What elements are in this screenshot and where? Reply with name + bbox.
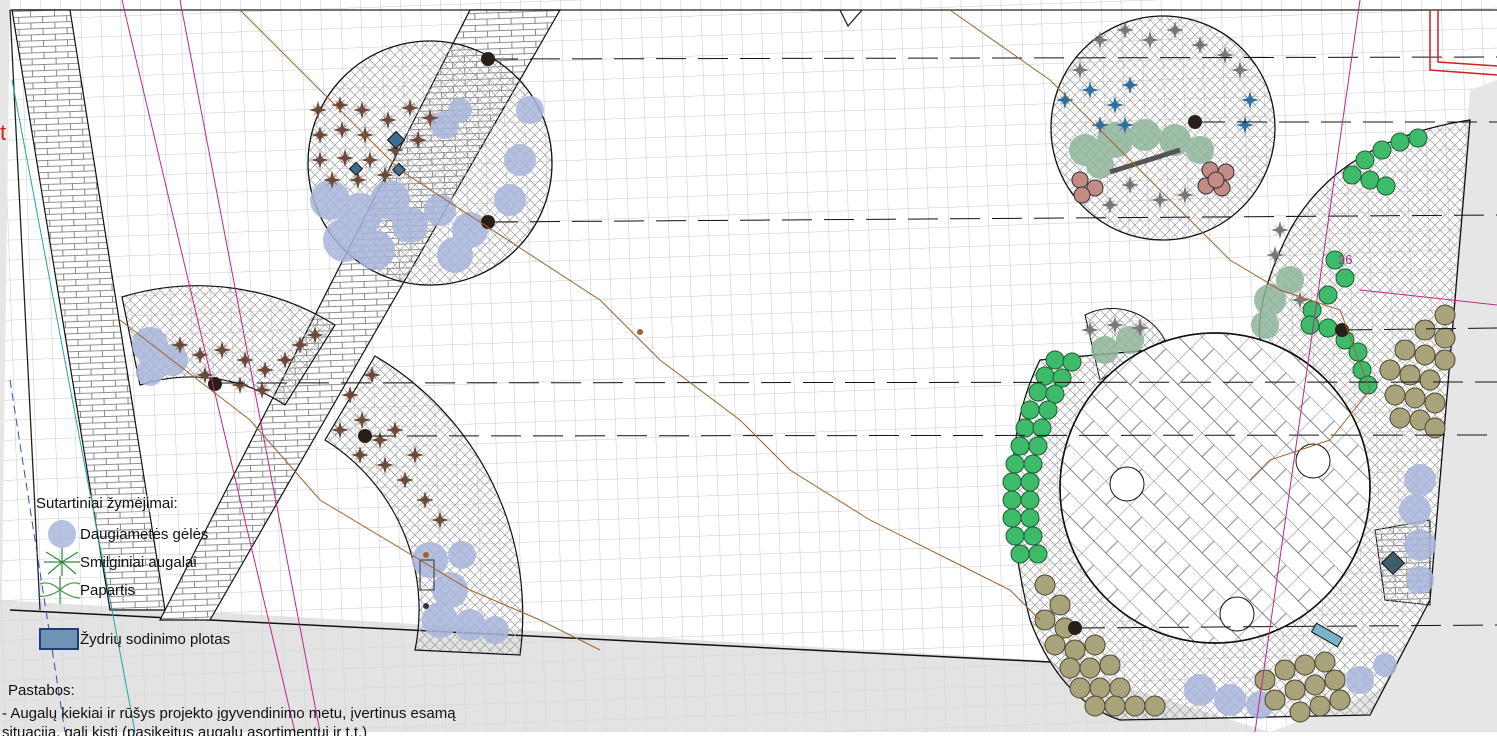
round-bed-north bbox=[307, 40, 553, 286]
arc-bed-left bbox=[121, 285, 336, 406]
notes-title: Pastabos: bbox=[8, 682, 75, 699]
notes-line-1: - Augalų kiekiai ir rūšys projekto įgyve… bbox=[2, 705, 456, 722]
terrace-bed bbox=[1002, 119, 1471, 723]
arc-bed-center bbox=[324, 355, 524, 656]
t-marker: t bbox=[0, 120, 6, 145]
number-marker: 26 bbox=[1338, 252, 1352, 267]
notes-line-2: situaciją, gali kisti (pasikeitus augalų… bbox=[2, 724, 368, 736]
round-bed-east bbox=[1050, 15, 1276, 241]
